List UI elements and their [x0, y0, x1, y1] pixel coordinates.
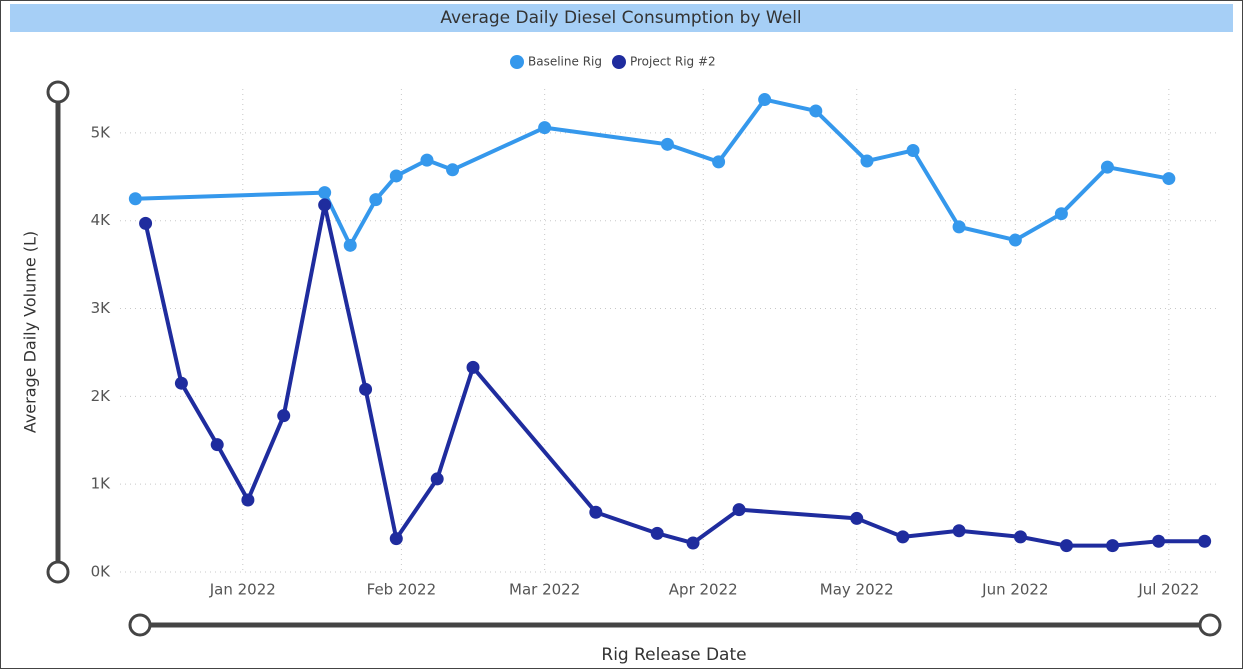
data-point — [210, 438, 224, 452]
data-point — [896, 530, 910, 544]
data-point — [758, 93, 772, 107]
data-point — [389, 532, 403, 546]
data-point — [343, 238, 357, 252]
data-point — [712, 155, 726, 169]
slider-handle[interactable] — [1198, 613, 1222, 637]
data-point — [686, 536, 700, 550]
slider-handle[interactable] — [46, 560, 70, 584]
data-point — [1198, 534, 1212, 548]
data-point — [1162, 172, 1176, 186]
x-slider[interactable] — [128, 613, 1222, 637]
y-tick-label: 3K — [91, 299, 112, 317]
data-point — [850, 511, 864, 525]
y-tick-label: 0K — [91, 563, 112, 581]
data-point — [538, 121, 552, 135]
x-tick-label: May 2022 — [820, 581, 894, 599]
data-point — [466, 360, 480, 374]
data-point — [318, 198, 332, 212]
x-tick-label: Jun 2022 — [981, 581, 1048, 599]
legend-label: Baseline Rig — [528, 55, 602, 69]
legend: Baseline Rig Project Rig #2 — [510, 55, 716, 69]
y-tick-label: 4K — [91, 211, 112, 229]
data-point — [277, 409, 291, 423]
x-tick-label: Mar 2022 — [509, 581, 580, 599]
data-point — [952, 524, 966, 538]
data-point — [660, 137, 674, 151]
data-point — [420, 153, 434, 167]
data-point — [952, 220, 966, 234]
x-tick-label: Apr 2022 — [669, 581, 738, 599]
legend-label: Project Rig #2 — [630, 55, 716, 69]
data-point — [1008, 233, 1022, 247]
data-point — [139, 216, 153, 230]
data-point — [446, 163, 460, 177]
data-point — [1013, 530, 1027, 544]
data-point — [241, 493, 255, 507]
x-axis-title: Rig Release Date — [601, 645, 746, 665]
data-point — [359, 382, 373, 396]
data-point — [589, 505, 603, 519]
data-point — [1060, 539, 1074, 553]
y-tick-label: 5K — [91, 123, 112, 141]
data-point — [1054, 207, 1068, 221]
legend-marker — [510, 55, 524, 69]
data-point — [318, 186, 332, 200]
data-point — [369, 193, 383, 207]
y-tick-label: 1K — [91, 475, 112, 493]
data-point — [174, 376, 188, 390]
data-point — [732, 503, 746, 517]
x-tick-label: Feb 2022 — [367, 581, 437, 599]
data-point — [128, 192, 142, 206]
legend-marker — [611, 55, 626, 69]
data-point — [1100, 160, 1114, 174]
data-point — [809, 104, 823, 118]
series-line — [143, 202, 1205, 548]
chart-title: Average Daily Diesel Consumption by Well — [440, 8, 801, 28]
y-axis-title: Average Daily Volume (L) — [21, 231, 40, 433]
slider-handle[interactable] — [128, 613, 152, 637]
title-bar — [10, 4, 1233, 32]
y-tick-label: 2K — [91, 387, 112, 405]
data-point — [389, 169, 403, 183]
x-tick-label: Jul 2022 — [1137, 581, 1199, 599]
data-point — [906, 143, 920, 157]
data-point — [1106, 539, 1120, 553]
slider-handle[interactable] — [46, 80, 70, 104]
data-point — [650, 526, 664, 540]
data-point — [430, 472, 444, 486]
data-point — [1152, 534, 1166, 548]
x-tick-label: Jan 2022 — [209, 581, 276, 599]
data-point — [860, 154, 874, 168]
y-slider[interactable] — [46, 80, 70, 584]
